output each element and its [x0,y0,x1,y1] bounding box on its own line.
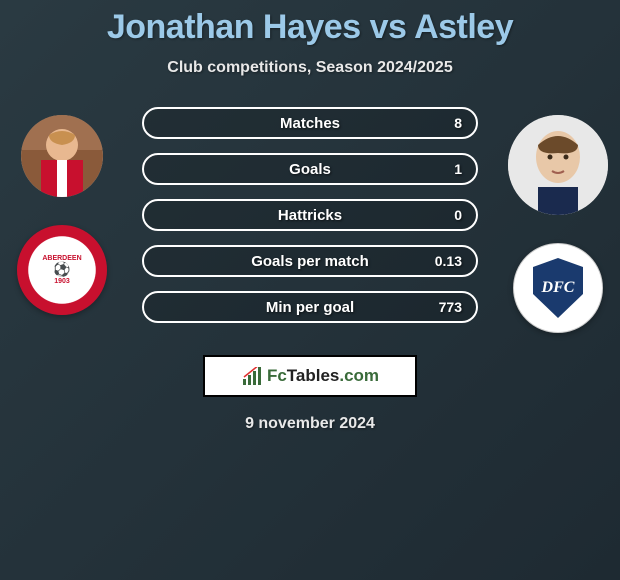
comparison-card: Jonathan Hayes vs Astley Club competitio… [0,0,620,433]
left-club-badge: ABERDEEN ⚽ 1903 [17,225,107,315]
stat-label: Min per goal [266,299,354,316]
player-photo-icon [21,115,103,197]
fctables-logo[interactable]: FcTables.com [203,355,417,397]
stat-value: 773 [432,299,462,315]
stat-value: 0 [432,207,462,223]
chart-icon [241,367,263,385]
stats-column: Matches 8 Goals 1 Hattricks 0 Goals per … [130,107,490,323]
left-column: ABERDEEN ⚽ 1903 [8,107,116,315]
right-player-avatar [508,115,608,215]
stat-label: Goals per match [251,253,369,270]
stat-bar-min-per-goal: Min per goal 773 [142,291,478,323]
stat-bar-hattricks: Hattricks 0 [142,199,478,231]
right-club-letters: DFC [542,279,575,297]
stat-value: 8 [432,115,462,131]
page-title: Jonathan Hayes vs Astley [107,8,513,47]
logo-text: FcTables.com [267,366,379,386]
player-photo-icon [508,115,608,215]
left-club-year: 1903 [54,278,70,286]
stat-bar-goals-per-match: Goals per match 0.13 [142,245,478,277]
stat-value: 1 [432,161,462,177]
stat-label: Hattricks [278,207,342,224]
stat-value: 0.13 [432,253,462,269]
right-club-badge: DFC [513,243,603,333]
left-player-avatar [21,115,103,197]
stat-bar-matches: Matches 8 [142,107,478,139]
stat-label: Goals [289,161,331,178]
stat-bar-goals: Goals 1 [142,153,478,185]
subtitle: Club competitions, Season 2024/2025 [167,59,452,77]
right-column: DFC [504,107,612,333]
date-label: 9 november 2024 [245,415,375,433]
main-area: ABERDEEN ⚽ 1903 Matches 8 Goals 1 Hattri… [0,107,620,333]
stat-label: Matches [280,115,340,132]
